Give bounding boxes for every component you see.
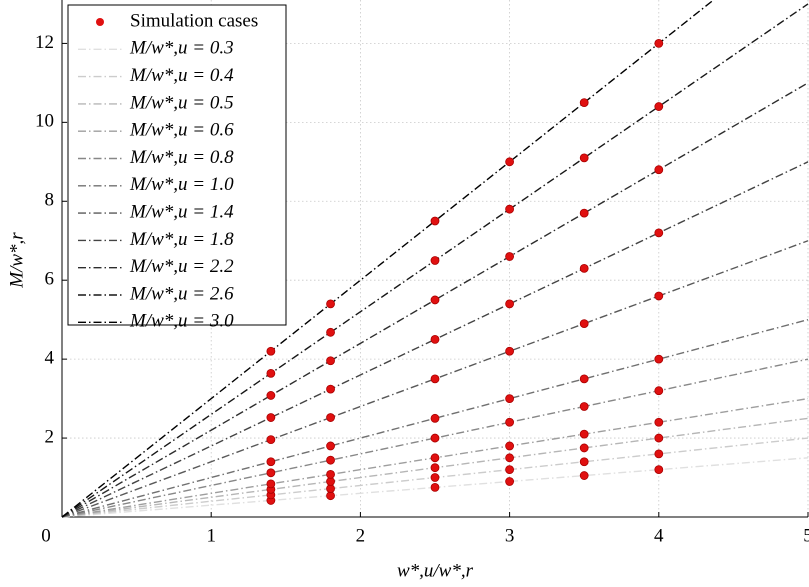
point [654, 354, 664, 364]
point [579, 374, 589, 384]
point [326, 469, 335, 479]
legend-label: M/w*,u = 2.2 [129, 256, 234, 277]
point [505, 157, 515, 167]
point [430, 413, 440, 423]
legend-label: Simulation cases [130, 10, 258, 31]
point [430, 335, 440, 344]
point [579, 263, 589, 273]
point [654, 417, 664, 427]
point [505, 346, 515, 356]
legend-label: M/w*,u = 0.3 [129, 38, 234, 59]
point [579, 319, 589, 329]
point [326, 299, 335, 309]
point [654, 465, 664, 475]
point [266, 346, 276, 356]
y-tick-label: 10 [35, 111, 54, 132]
point [430, 483, 440, 492]
point [505, 252, 515, 261]
point [505, 477, 515, 486]
line [62, 318, 809, 518]
point [266, 457, 276, 467]
point [579, 153, 589, 163]
point [505, 417, 515, 427]
y-tick-label: 6 [45, 269, 55, 290]
x-tick-label: 3 [505, 525, 515, 546]
x-tick-label: 0 [41, 525, 51, 546]
point [654, 228, 664, 238]
point [326, 327, 335, 337]
y-tick-label: 4 [45, 347, 55, 368]
point [654, 165, 664, 175]
legend-label: M/w*,u = 0.4 [129, 65, 234, 86]
line [62, 358, 809, 518]
point [579, 429, 589, 439]
legend-marker [96, 18, 104, 26]
point [654, 291, 664, 301]
point [505, 453, 515, 463]
point [430, 216, 440, 226]
point [505, 299, 515, 309]
plot-area [62, 0, 809, 518]
point [579, 208, 589, 218]
point [579, 402, 589, 411]
point [326, 455, 335, 465]
point [579, 98, 589, 108]
y-tick-label: 8 [45, 190, 55, 211]
point [579, 471, 589, 480]
legend-label: M/w*,u = 0.5 [129, 92, 234, 113]
line [62, 240, 809, 518]
x-axis-label: w*,u/w*,r [397, 560, 474, 581]
legend-label: M/w*,u = 3.0 [129, 311, 234, 332]
point [430, 453, 440, 463]
point [654, 39, 664, 48]
legend-label: M/w*,u = 2.6 [129, 283, 234, 304]
point [266, 479, 276, 489]
legend: Simulation cases M/w*,u = 0.3 M/w*,u = 0.4… [67, 4, 287, 332]
point [654, 449, 664, 459]
point [326, 384, 335, 394]
point [430, 256, 440, 265]
point [579, 443, 589, 453]
legend-label: M/w*,u = 0.8 [129, 147, 234, 168]
point [430, 473, 440, 482]
line [62, 82, 809, 518]
point [654, 433, 664, 443]
point [326, 441, 335, 451]
point [326, 356, 335, 366]
x-tick-label: 5 [803, 525, 809, 546]
point [430, 374, 440, 384]
point [430, 463, 440, 473]
y-axis-label: M/w*,r [6, 232, 27, 289]
point [430, 295, 440, 305]
point [505, 394, 515, 404]
point [266, 413, 276, 422]
point [654, 102, 664, 111]
x-tick-label: 2 [356, 525, 366, 546]
line [62, 161, 809, 518]
y-tick-label: 2 [45, 426, 55, 447]
legend-label: M/w*,u = 0.6 [129, 120, 234, 141]
point [266, 468, 276, 478]
legend-label: M/w*,u = 1.0 [129, 174, 234, 195]
legend-box [67, 4, 287, 326]
x-tick-label: 1 [206, 525, 216, 546]
point [266, 368, 276, 378]
legend-label: M/w*,u = 1.4 [129, 201, 234, 222]
point [266, 435, 276, 445]
point [654, 386, 664, 396]
point [505, 465, 515, 475]
point [326, 413, 335, 422]
point [266, 391, 276, 400]
point [505, 204, 515, 214]
x-tick-label: 4 [654, 525, 664, 546]
point [430, 433, 440, 443]
point [579, 457, 589, 467]
legend-label: M/w*,u = 1.8 [129, 229, 234, 250]
point [505, 441, 515, 451]
y-tick-label: 12 [35, 32, 54, 53]
